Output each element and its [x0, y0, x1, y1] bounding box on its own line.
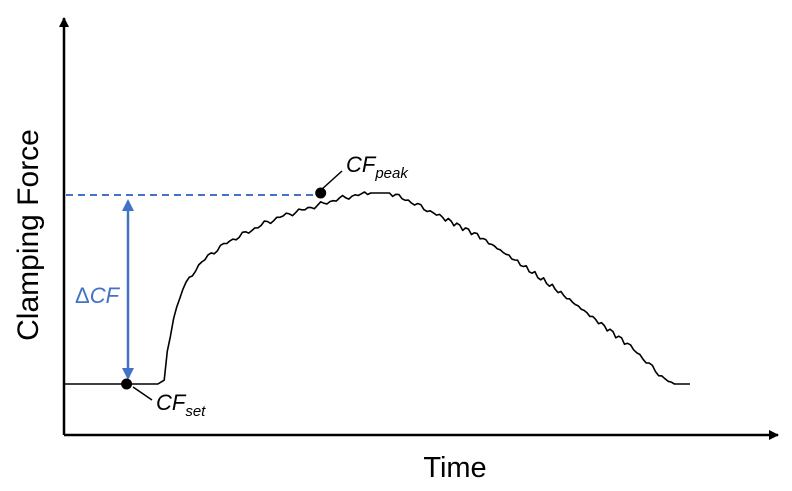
- cf-set-label: CFset: [156, 390, 206, 420]
- delta-symbol: Δ: [75, 283, 90, 308]
- cf-set-label-sub: set: [185, 403, 206, 420]
- cf-set-leader: [132, 386, 153, 401]
- delta-cf-label: ΔCF: [75, 283, 121, 308]
- cf-peak-point: [315, 187, 327, 199]
- cf-peak-leader: [320, 170, 343, 191]
- cf-peak-label-main: CF: [346, 152, 377, 177]
- cf-set-point: [121, 378, 133, 390]
- clamping-force-curve: [64, 191, 690, 385]
- y-axis-title: Clamping Force: [12, 129, 45, 341]
- cf-peak-label: CFpeak: [346, 152, 409, 182]
- delta-cf-text: CF: [90, 283, 121, 308]
- cf-peak-label-sub: peak: [374, 165, 409, 182]
- x-axis-title: Time: [423, 452, 486, 484]
- cf-set-label-main: CF: [156, 390, 187, 415]
